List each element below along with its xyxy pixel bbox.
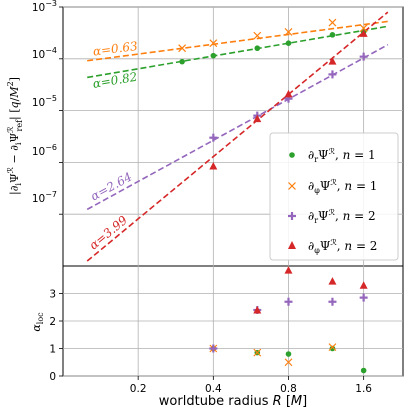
bottom-point-s0-3 — [329, 345, 336, 352]
top-point-s1-3 — [284, 28, 293, 36]
legend-marker-dphi-n1 — [288, 182, 296, 190]
legend-marker-dr-n1 — [289, 152, 295, 158]
top-point-s2-3 — [328, 70, 337, 79]
bottom-point-s0-2 — [285, 351, 292, 357]
bottom-point-s2-0 — [209, 344, 218, 353]
bottom-ytick-label-3: 3 — [49, 289, 56, 301]
bottom-point-s3-0 — [253, 306, 262, 314]
legend-label-dphi-n2: ∂φΨℛ, n = 2 — [308, 238, 377, 255]
bottom-point-s1-2 — [284, 358, 293, 367]
bottom-data-points — [209, 266, 368, 374]
bottom-point-s1-2-b — [284, 358, 293, 367]
xtick-label-3: 1.6 — [355, 383, 372, 395]
bottom-point-s2-4 — [359, 293, 368, 302]
bottom-ytick-label-0: 0 — [49, 371, 56, 383]
top-point-s3-0 — [209, 162, 218, 170]
bottom-point-s3-1 — [284, 266, 293, 274]
legend-box — [269, 132, 399, 261]
top-point-s1-2 — [253, 31, 262, 40]
legend-marker-dphi-n2 — [288, 241, 296, 249]
bottom-point-s3-2 — [328, 277, 337, 285]
fit-line-2 — [86, 44, 389, 211]
top-point-s3-2 — [284, 89, 293, 98]
top-point-s1-5 — [359, 24, 368, 33]
bottom-y-tick-labels: 0 1 2 3 — [49, 289, 56, 384]
bottom-point-s1-1-b — [253, 348, 262, 357]
bottom-point-s1-3 — [328, 343, 337, 352]
legend: ∂rΨℛ, n = 1 ∂φΨℛ, n = 1 ∂rΨℛ, n = 2 ∂φΨℛ… — [269, 132, 399, 261]
top-point-s1-3-b — [284, 28, 293, 36]
top-point-s3-1 — [253, 114, 262, 123]
top-point-s1-1 — [209, 39, 218, 48]
top-y-axis-label: |∂iΨℛ − ∂iΨℛref| [q/M2] — [6, 77, 24, 195]
top-point-s0-0 — [179, 58, 185, 65]
top-point-s0-1 — [210, 52, 217, 59]
bottom-point-s1-3-b — [328, 343, 337, 352]
legend-label-dr-n2: ∂rΨℛ, n = 2 — [308, 208, 376, 225]
bottom-ytick-label-1: 1 — [49, 344, 56, 356]
bottom-point-s2-3 — [328, 297, 337, 306]
top-point-s0-3 — [285, 40, 292, 47]
top-point-s1-0 — [178, 44, 187, 53]
top-point-s2-0 — [209, 133, 218, 142]
top-point-s0-4 — [329, 32, 336, 38]
legend-label-dphi-n1: ∂φΨℛ, n = 1 — [308, 178, 377, 195]
top-point-s3-3 — [328, 57, 337, 65]
bottom-point-s0-4 — [360, 367, 367, 374]
top-point-s3-4 — [359, 29, 368, 37]
axis-ticks — [59, 6, 365, 380]
top-point-s1-5-b — [359, 24, 368, 33]
bottom-grid — [63, 266, 403, 377]
bottom-point-s1-1 — [253, 348, 262, 357]
x-axis-label: worldtube radius R [M] — [159, 394, 307, 409]
bottom-ytick-label-2: 2 — [49, 316, 56, 328]
fit-line-0 — [87, 20, 388, 62]
bottom-y-axis-label: αloc — [30, 312, 45, 332]
fit-line-1 — [87, 25, 388, 79]
legend-label-dr-n1: ∂rΨℛ, n = 1 — [308, 147, 376, 164]
top-data-points — [178, 18, 368, 170]
legend-marker-dr-n2 — [288, 212, 296, 220]
xtick-label-2: 0.8 — [280, 383, 297, 395]
xtick-label-1: 0.4 — [205, 383, 222, 395]
top-point-s1-4-b — [328, 18, 337, 27]
xtick-label-0: 0.2 — [130, 383, 147, 395]
top-point-s1-4 — [328, 18, 337, 27]
x-tick-labels: 0.2 0.4 0.8 1.6 — [130, 383, 373, 395]
bottom-point-s3-3 — [359, 281, 368, 289]
fit-line-3 — [86, 11, 389, 262]
bottom-point-s2-2 — [284, 297, 293, 306]
fit-label-0: α=0.63 — [92, 39, 139, 59]
top-point-s1-0-b — [178, 44, 187, 53]
top-point-s1-2-b — [253, 31, 262, 40]
top-point-s0-2 — [254, 45, 261, 52]
top-point-s1-1-b — [209, 39, 218, 48]
top-point-s2-4 — [359, 52, 368, 61]
